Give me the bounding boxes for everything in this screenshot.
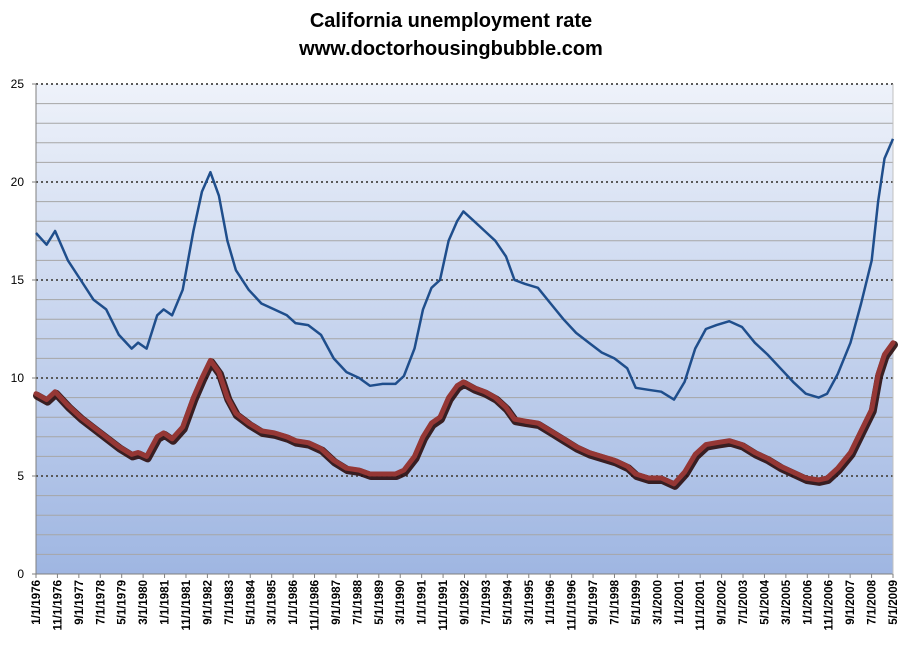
y-tick-label: 10: [11, 371, 25, 385]
x-tick-label: 7/1/2008: [867, 579, 879, 624]
x-tick-label: 11/1/1976: [52, 580, 64, 631]
x-tick-label: 11/1/1996: [567, 580, 579, 631]
x-tick-label: 5/1/1999: [631, 580, 643, 625]
y-tick-label: 5: [17, 469, 24, 483]
x-tick-label: 1/1/1996: [545, 580, 557, 625]
x-tick-label: 5/1/1979: [117, 580, 129, 625]
x-tick-label: 9/1/2002: [717, 580, 729, 625]
x-tick-label: 11/1/1981: [181, 579, 193, 630]
series-line-blue: [35, 138, 895, 401]
y-tick-label: 15: [11, 273, 25, 287]
x-tick-label: 3/1/1990: [395, 580, 407, 625]
x-tick-label: 1/1/1976: [31, 580, 43, 625]
y-tick-label: 20: [11, 175, 25, 189]
x-tick-label: 11/1/2001: [695, 579, 707, 630]
chart-subtitle: www.doctorhousingbubble.com: [299, 38, 603, 60]
x-tick-label: 1/1/2001: [674, 579, 686, 624]
series-line-red: [33, 340, 896, 487]
x-tick-label: 7/1/1988: [352, 579, 364, 624]
x-tick-label: 9/1/1987: [331, 580, 343, 625]
x-tick-label: 5/1/1984: [245, 579, 257, 624]
x-tick-label: 3/1/1995: [524, 579, 536, 624]
x-tick-label: 5/1/2009: [888, 580, 900, 625]
x-tick-label: 7/1/1983: [224, 580, 236, 625]
x-tick-label: 5/1/1989: [374, 580, 386, 625]
y-tick-label: 0: [17, 567, 24, 581]
chart-title: California unemployment rate: [309, 10, 593, 32]
x-tick-label: 11/1/1991: [438, 579, 450, 630]
y-tick-label: 25: [11, 77, 25, 91]
x-tick-label: 1/1/2006: [802, 580, 814, 625]
x-tick-label: 1/1/1981: [160, 579, 172, 624]
x-tick-label: 9/1/1977: [74, 580, 86, 625]
x-tick-label: 9/1/1992: [460, 580, 472, 625]
x-tick-label: 1/1/1991: [417, 579, 429, 624]
x-tick-label: 9/1/1982: [202, 580, 214, 625]
x-tick-label: 3/1/1980: [138, 580, 150, 625]
x-tick-label: 9/1/2007: [845, 580, 857, 625]
x-tick-label: 9/1/1997: [588, 580, 600, 625]
x-tick-label: 11/1/1986: [310, 580, 322, 631]
x-tick-label: 1/1/1986: [288, 580, 300, 625]
x-tick-label: 3/1/2000: [652, 580, 664, 625]
x-tick-label: 7/1/2003: [738, 580, 750, 625]
plot-background: [36, 84, 893, 574]
x-tick-label: 7/1/1993: [481, 580, 493, 625]
x-tick-label: 5/1/2004: [759, 579, 771, 624]
x-tick-label: 3/1/2005: [781, 579, 793, 624]
x-tick-label: 7/1/1978: [95, 579, 107, 624]
x-tick-label: 3/1/1985: [267, 579, 279, 624]
x-tick-label: 5/1/1994: [502, 579, 514, 624]
x-tick-label: 7/1/1998: [609, 579, 621, 624]
x-tick-label: 11/1/2006: [824, 580, 836, 631]
